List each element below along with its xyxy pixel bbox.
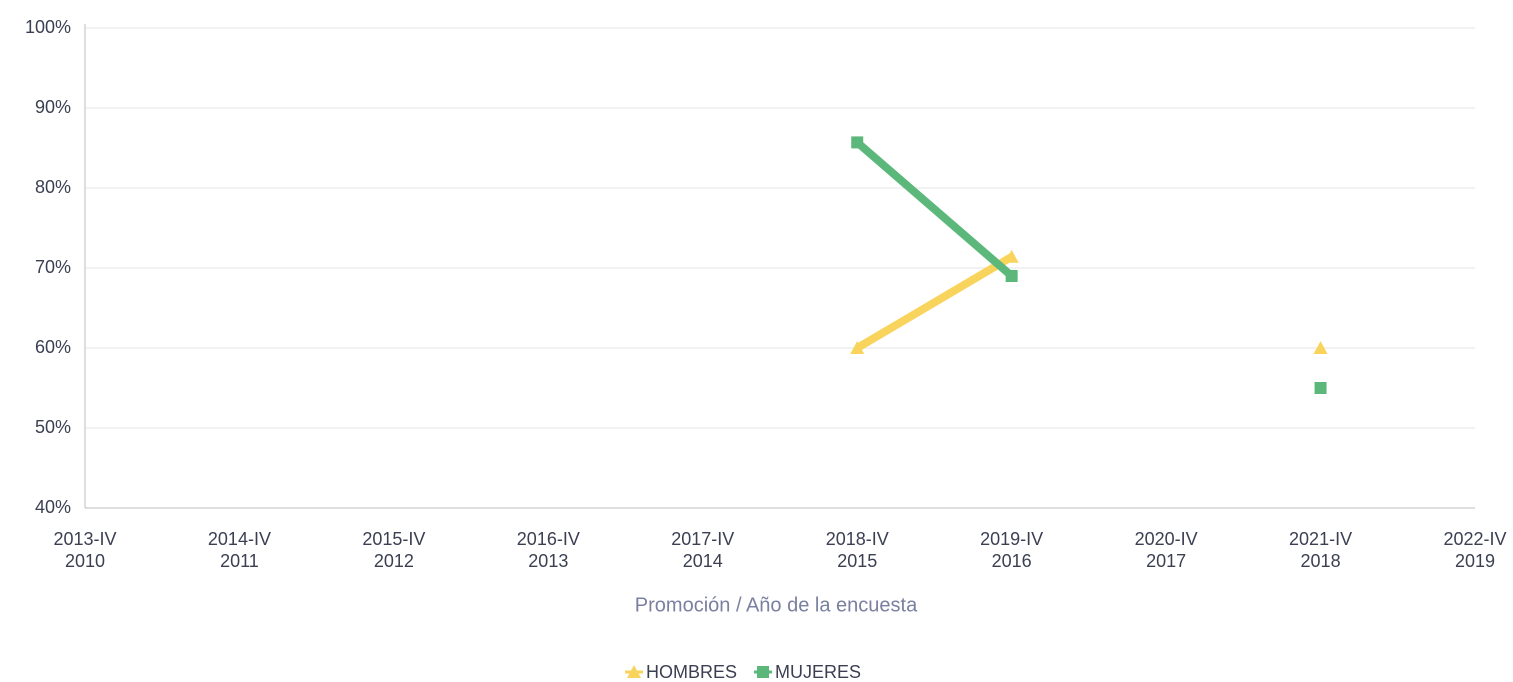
x-tick-label: 2015-IV [362, 529, 425, 549]
y-tick-label: 60% [35, 337, 71, 357]
marker [1313, 341, 1328, 354]
x-tick-label: 2010 [65, 551, 105, 571]
x-tick-label: 2013-IV [53, 529, 116, 549]
x-tick-label: 2016-IV [517, 529, 580, 549]
x-axis-title: Promoción / Año de la encuesta [635, 594, 918, 616]
x-tick-label: 2021-IV [1289, 529, 1352, 549]
y-tick-label: 70% [35, 257, 71, 277]
x-tick-label: 2014 [683, 551, 723, 571]
x-tick-label: 2019 [1455, 551, 1495, 571]
x-tick-label: 2017 [1146, 551, 1186, 571]
x-tick-label: 2011 [220, 551, 259, 571]
marker [1314, 382, 1327, 394]
series-line [857, 257, 1320, 348]
marker [1004, 249, 1019, 263]
x-tick-label: 2016 [992, 551, 1032, 571]
x-tick-label: 2012 [374, 551, 414, 571]
legend-label: MUJERES [775, 662, 861, 682]
x-tick-label: 2020-IV [1135, 529, 1198, 549]
x-tick-label: 2014-IV [208, 529, 271, 549]
y-tick-label: 90% [35, 97, 71, 117]
legend-label: HOMBRES [646, 662, 737, 682]
x-tick-label: 2022-IV [1443, 529, 1506, 549]
x-tick-label: 2019-IV [980, 529, 1043, 549]
x-tick-label: 2017-IV [671, 529, 734, 549]
legend: HOMBRES MUJERES [625, 662, 861, 682]
y-tick-label: 40% [35, 497, 71, 517]
x-tick-label: 2018-IV [826, 529, 889, 549]
marker [851, 136, 864, 149]
x-tick-label: 2013 [528, 551, 568, 571]
marker [850, 341, 865, 354]
y-tick-label: 50% [35, 417, 71, 437]
y-tick-label: 80% [35, 177, 71, 197]
x-tick-label: 2018 [1301, 551, 1341, 571]
series-line [857, 142, 1320, 388]
marker [1005, 270, 1018, 282]
x-tick-label: 2015 [837, 551, 877, 571]
y-tick-label: 100% [25, 17, 71, 37]
